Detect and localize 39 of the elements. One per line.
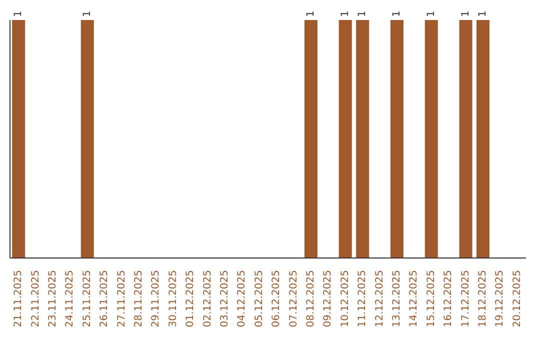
data-label: 1	[460, 10, 472, 17]
data-label: 1	[391, 10, 402, 17]
x-tick-label: 18.12.2025	[478, 270, 488, 328]
x-tick-label: 29.11.2025	[150, 270, 162, 328]
data-label: 1	[357, 10, 368, 17]
x-tick-label: 01.12.2025	[185, 270, 196, 328]
x-tick-label: 11.12.2025	[357, 270, 368, 328]
x-tick-label: 20.12.2025	[512, 270, 523, 328]
x-tick-label: 27.11.2025	[116, 270, 128, 328]
x-tick-label: 05.12.2025	[254, 270, 265, 328]
x-tick-label: 24.11.2025	[64, 270, 76, 328]
x-tick-label: 30.11.2025	[168, 270, 179, 328]
x-tick-label: 26.11.2025	[99, 270, 110, 328]
data-label: 1	[340, 10, 351, 17]
x-tick-label: 06.12.2025	[271, 270, 282, 328]
x-tick-label: 23.11.2025	[48, 270, 58, 328]
x-tick-label: 28.11.2025	[134, 270, 144, 328]
x-tick-label: 22.11.2025	[30, 270, 42, 328]
x-tick-label: 16.12.2025	[443, 270, 454, 328]
x-tick-label: 10.12.2025	[340, 270, 351, 328]
data-label: 1	[13, 10, 24, 17]
x-tick-label: 25.11.2025	[82, 270, 93, 328]
x-tick-label: 09.12.2025	[322, 270, 334, 328]
x-tick-label: 19.12.2025	[494, 270, 506, 328]
x-tick-label: 17.12.2025	[460, 270, 472, 328]
x-tick-label: 04.12.2025	[236, 270, 248, 328]
x-tick-label: 02.12.2025	[202, 270, 214, 328]
x-tick-label: 07.12.2025	[288, 270, 300, 328]
x-tick-label: 14.12.2025	[408, 270, 420, 328]
x-tick-label: 21.11.2025	[13, 270, 24, 328]
x-tick-label: 08.12.2025	[306, 270, 316, 328]
data-label: 1	[82, 10, 93, 17]
data-label: 1	[426, 10, 437, 17]
data-label: 1	[305, 10, 316, 17]
data-label: 1	[477, 10, 488, 17]
x-tick-label: 13.12.2025	[392, 270, 402, 328]
x-tick-label: 12.12.2025	[374, 270, 386, 328]
x-tick-label: 15.12.2025	[426, 270, 437, 328]
x-tick-label: 03.12.2025	[220, 270, 230, 328]
